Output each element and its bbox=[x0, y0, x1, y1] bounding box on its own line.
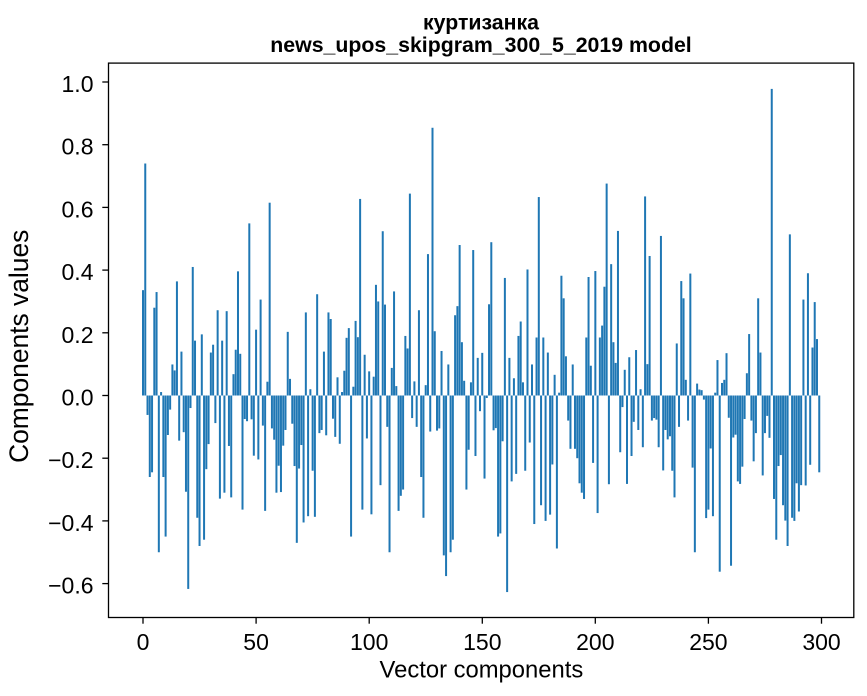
svg-text:0.0: 0.0 bbox=[62, 385, 94, 411]
svg-text:−0.4: −0.4 bbox=[48, 510, 94, 536]
svg-text:0.4: 0.4 bbox=[62, 259, 94, 285]
svg-text:0.8: 0.8 bbox=[62, 134, 94, 160]
svg-text:300: 300 bbox=[802, 629, 840, 655]
svg-text:150: 150 bbox=[463, 629, 501, 655]
svg-text:50: 50 bbox=[243, 629, 269, 655]
svg-text:0.6: 0.6 bbox=[62, 196, 94, 222]
svg-text:−0.6: −0.6 bbox=[48, 573, 93, 599]
svg-text:100: 100 bbox=[350, 629, 388, 655]
svg-text:250: 250 bbox=[689, 629, 727, 655]
svg-text:0: 0 bbox=[137, 629, 150, 655]
svg-text:0.2: 0.2 bbox=[62, 322, 94, 348]
svg-text:Vector components: Vector components bbox=[380, 657, 584, 684]
svg-text:Components values: Components values bbox=[4, 230, 34, 463]
svg-text:−0.2: −0.2 bbox=[48, 447, 93, 473]
svg-text:1.0: 1.0 bbox=[62, 71, 94, 97]
svg-text:куртизанка: куртизанка bbox=[423, 10, 539, 34]
svg-text:200: 200 bbox=[576, 629, 614, 655]
svg-text:news_upos_skipgram_300_5_2019: news_upos_skipgram_300_5_2019 model bbox=[270, 33, 691, 57]
